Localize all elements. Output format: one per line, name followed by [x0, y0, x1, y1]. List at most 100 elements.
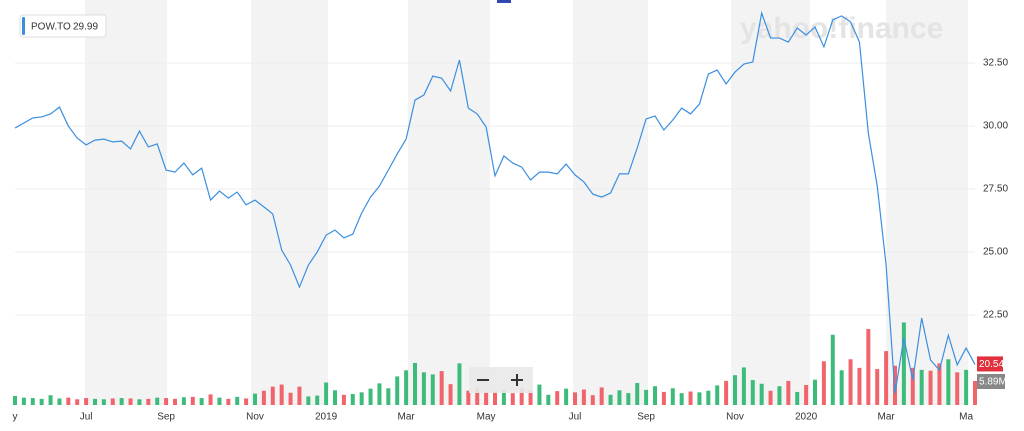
volume-bar: [235, 396, 240, 405]
y-tick-label: 22.50: [983, 310, 1008, 321]
volume-bar: [821, 361, 826, 405]
volume-bar: [315, 395, 320, 405]
volume-bar: [804, 384, 809, 405]
volume-bar: [741, 367, 746, 405]
volume-bar: [457, 363, 462, 405]
volume-bar: [101, 399, 106, 405]
x-tick-label: Jul: [569, 412, 582, 423]
volume-bar: [439, 371, 444, 405]
volume-bar: [199, 398, 204, 405]
volume-bar: [164, 398, 169, 405]
volume-bar: [830, 334, 835, 405]
volume-bar: [759, 383, 764, 405]
x-tick-label: Sep: [157, 412, 175, 423]
volume-bar: [217, 397, 222, 405]
volume-bar: [253, 393, 257, 405]
volume-bar: [306, 396, 311, 405]
volume-bar: [350, 393, 355, 405]
volume-bar: [261, 390, 266, 405]
volume-bar: [813, 379, 817, 405]
volume-bar: [590, 395, 595, 405]
x-tick-label: Ma: [959, 412, 973, 423]
x-tick-label: Nov: [726, 412, 744, 423]
volume-bar: [30, 398, 35, 405]
x-tick-label: Jul: [80, 412, 93, 423]
volume-bar: [688, 391, 693, 405]
volume-bar: [946, 359, 951, 405]
legend-box: [19, 14, 107, 38]
volume-bar: [546, 394, 551, 405]
volume-bar: [973, 380, 977, 405]
volume-bar: [786, 380, 791, 405]
volume-bar: [146, 398, 151, 405]
volume-bar: [733, 375, 737, 405]
volume-bar: [519, 388, 524, 405]
volume-bar: [528, 390, 533, 405]
volume-bar: [750, 380, 755, 405]
volume-bar: [901, 322, 906, 405]
volume-bar: [297, 386, 302, 405]
legend-value: 29.99: [73, 22, 98, 33]
y-tick-label: 30.00: [983, 121, 1008, 132]
range-handle[interactable]: [497, 0, 511, 3]
volume-bar: [928, 370, 933, 405]
volume-bar: [21, 397, 26, 405]
volume-bar: [919, 369, 924, 405]
volume-bar: [724, 380, 729, 405]
volume-bar: [564, 388, 569, 405]
volume-bar: [484, 391, 489, 405]
volume-bar: [226, 398, 231, 405]
volume-bar: [270, 386, 275, 405]
volume-bar: [493, 391, 497, 405]
volume-bar: [777, 386, 782, 405]
volume-bar: [697, 392, 702, 405]
y-tick-label: 27.50: [983, 184, 1008, 195]
volume-bar: [57, 398, 62, 405]
volume-bar: [66, 397, 71, 405]
background-bands: [85, 0, 968, 405]
volume-bar: [84, 398, 89, 405]
volume-bar: [964, 369, 969, 405]
volume-bar: [341, 394, 346, 405]
x-tick-label: Sep: [637, 412, 655, 423]
volume-bar: [368, 388, 373, 405]
volume-bar: [795, 391, 800, 405]
volume-bar: [884, 351, 889, 405]
x-tick-label: Mar: [877, 412, 895, 423]
y-tick-label: 25.00: [983, 247, 1008, 258]
volume-bar: [839, 370, 844, 405]
volume-bar: [75, 399, 80, 405]
volume-bar: [359, 392, 364, 405]
volume-bar: [937, 363, 942, 405]
band: [85, 0, 167, 405]
volume-bar: [670, 388, 675, 405]
volume-bar: [955, 372, 960, 405]
y-tick-label: 32.50: [983, 58, 1008, 69]
last-price-flag: [977, 356, 1003, 372]
band: [408, 0, 490, 405]
volume-bar: [137, 399, 142, 405]
volume-bar: [324, 382, 329, 405]
volume-bar: [537, 384, 542, 405]
volume-bar: [244, 398, 249, 405]
x-tick-label: Nov: [246, 412, 264, 423]
volume-bar: [181, 397, 186, 405]
volume-flag: [977, 374, 1005, 389]
volume-bar: [866, 329, 871, 405]
volume-bar: [110, 398, 115, 405]
price-line: [14, 10, 976, 394]
volume-bar: [173, 398, 177, 405]
volume-bar: [155, 397, 160, 405]
volume-bar: [581, 389, 586, 405]
volume-bar: [466, 390, 471, 405]
price-line: 20.54: [14, 10, 1004, 394]
volume-bar: [573, 392, 577, 405]
volume-bar: [715, 385, 720, 405]
watermark: yahoo!finance: [740, 12, 943, 45]
volume-bar: [39, 398, 44, 405]
volume-bar: [13, 396, 17, 405]
volume-bar: [119, 398, 124, 405]
volume-bar: [190, 396, 195, 405]
volume-bar: [501, 389, 506, 405]
